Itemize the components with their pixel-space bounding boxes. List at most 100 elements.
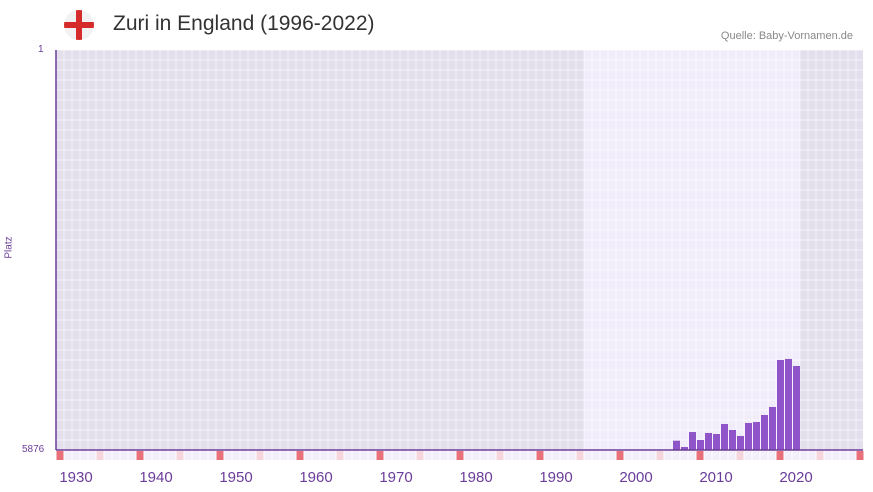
year-marker xyxy=(552,451,560,460)
bar-2014 xyxy=(745,422,752,450)
year-marker xyxy=(240,451,248,460)
x-tick-1950: 1950 xyxy=(219,469,252,486)
year-marker xyxy=(296,451,304,460)
year-marker xyxy=(576,451,584,460)
year-marker xyxy=(488,451,496,460)
year-marker xyxy=(288,451,296,460)
year-marker xyxy=(192,451,200,460)
x-tick-2000: 2000 xyxy=(619,469,652,486)
year-marker xyxy=(280,451,288,460)
bar-2006 xyxy=(681,447,688,450)
year-marker xyxy=(88,451,96,460)
year-marker xyxy=(704,451,712,460)
year-marker xyxy=(376,451,384,460)
year-marker xyxy=(472,451,480,460)
year-marker xyxy=(664,451,672,460)
year-marker xyxy=(688,451,696,460)
year-marker xyxy=(312,451,320,460)
year-marker xyxy=(392,451,400,460)
bar-2015 xyxy=(753,422,760,450)
year-marker xyxy=(232,451,240,460)
bar-2016 xyxy=(761,415,768,450)
year-marker xyxy=(632,451,640,460)
bar-2011 xyxy=(721,423,728,450)
bar-2013 xyxy=(737,435,744,450)
year-marker xyxy=(256,451,264,460)
year-marker xyxy=(104,451,112,460)
bar-2019 xyxy=(785,358,792,450)
year-marker xyxy=(800,451,808,460)
year-marker xyxy=(352,451,360,460)
bar-2007 xyxy=(689,432,696,450)
year-marker xyxy=(776,451,784,460)
year-marker xyxy=(176,451,184,460)
year-marker xyxy=(760,451,768,460)
year-marker xyxy=(600,451,608,460)
year-marker xyxy=(584,451,592,460)
year-marker xyxy=(832,451,840,460)
year-marker xyxy=(672,451,680,460)
year-marker xyxy=(320,451,328,460)
year-marker xyxy=(152,451,160,460)
year-marker xyxy=(592,451,600,460)
year-marker xyxy=(504,451,512,460)
x-tick-1980: 1980 xyxy=(459,469,492,486)
year-marker xyxy=(424,451,432,460)
year-marker xyxy=(696,451,704,460)
bar-2010 xyxy=(713,434,720,450)
year-marker xyxy=(520,451,528,460)
year-marker xyxy=(528,451,536,460)
year-marker xyxy=(56,451,64,460)
year-marker xyxy=(560,451,568,460)
year-marker xyxy=(624,451,632,460)
bar-2012 xyxy=(729,429,736,450)
y-tick-top: 1 xyxy=(38,44,44,55)
year-marker xyxy=(752,451,760,460)
x-tick-2010: 2010 xyxy=(699,469,732,486)
year-marker xyxy=(264,451,272,460)
x-tick-1930: 1930 xyxy=(59,469,92,486)
year-marker xyxy=(744,451,752,460)
year-marker xyxy=(408,451,416,460)
year-marker xyxy=(272,451,280,460)
year-marker xyxy=(96,451,104,460)
year-marker xyxy=(720,451,728,460)
year-marker xyxy=(680,451,688,460)
year-marker xyxy=(224,451,232,460)
year-marker xyxy=(384,451,392,460)
year-marker xyxy=(456,451,464,460)
bar-2009 xyxy=(705,432,712,450)
year-marker xyxy=(64,451,72,460)
year-marker xyxy=(840,451,848,460)
year-marker xyxy=(512,451,520,460)
source-link[interactable]: Quelle: Baby-Vornamen.de xyxy=(720,30,853,42)
x-tick-1940: 1940 xyxy=(139,469,172,486)
year-marker xyxy=(144,451,152,460)
year-marker xyxy=(72,451,80,460)
bar-2008 xyxy=(697,439,704,450)
year-marker xyxy=(200,451,208,460)
year-marker xyxy=(640,451,648,460)
year-marker xyxy=(336,451,344,460)
year-marker xyxy=(400,451,408,460)
year-marker xyxy=(808,451,816,460)
year-marker xyxy=(216,451,224,460)
year-marker xyxy=(416,451,424,460)
england-flag-icon xyxy=(64,10,94,40)
bar-2005 xyxy=(673,440,680,450)
year-marker xyxy=(304,451,312,460)
bar-2018 xyxy=(777,359,784,450)
bar-2020 xyxy=(793,365,800,450)
x-tick-1990: 1990 xyxy=(539,469,572,486)
year-marker xyxy=(120,451,128,460)
year-marker xyxy=(464,451,472,460)
year-marker xyxy=(128,451,136,460)
year-marker xyxy=(480,451,488,460)
year-marker xyxy=(544,451,552,460)
year-marker xyxy=(136,451,144,460)
year-marker xyxy=(168,451,176,460)
year-marker xyxy=(160,451,168,460)
year-marker xyxy=(656,451,664,460)
year-marker xyxy=(344,451,352,460)
